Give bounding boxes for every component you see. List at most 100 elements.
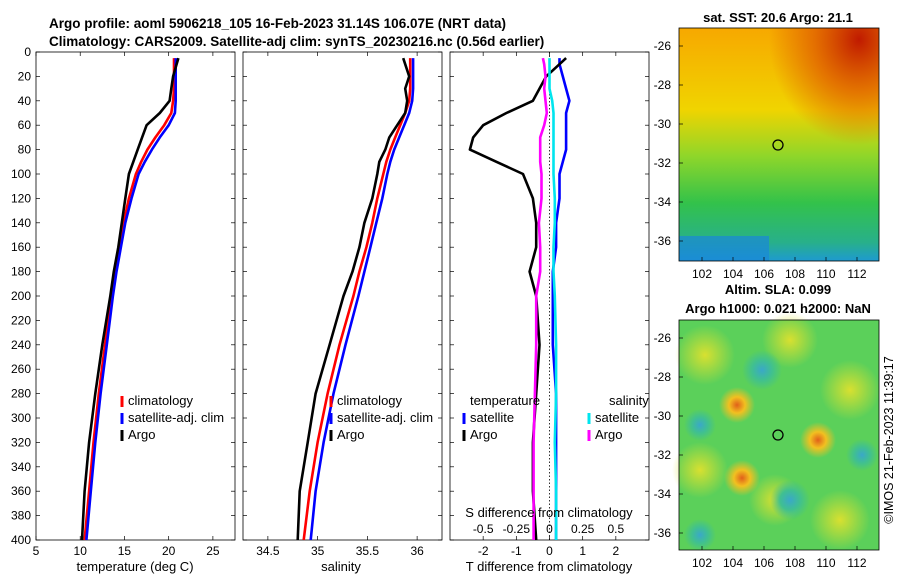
map-x-tick-label: 104 [723, 267, 743, 281]
legend-label-satellite: satellite-adj. clim [337, 410, 433, 425]
map-y-tick-label: -36 [654, 234, 672, 248]
depth-tick-label: 300 [11, 411, 31, 425]
depth-tick-label: 120 [11, 191, 31, 205]
legend-label-satellite: satellite-adj. clim [128, 410, 224, 425]
figure-title-line2: Climatology: CARS2009. Satellite-adj cli… [49, 34, 544, 49]
temperature-panel: 5 10 15 20 25 [33, 51, 236, 558]
depth-tick-label: 260 [11, 362, 31, 376]
depth-tick-label: 320 [11, 435, 31, 449]
imos-credit: ©IMOS 21-Feb-2023 11:39:17 [882, 356, 896, 523]
difference-top-xlabel: S difference from climatology [465, 505, 633, 520]
sla-blob [762, 312, 818, 368]
sla-blob [684, 519, 716, 551]
sla-blob [719, 387, 755, 423]
map-y-tick-label: -30 [654, 409, 672, 423]
depth-tick-label: 180 [11, 265, 31, 279]
difference-legend: temperature satellite Argo salinity sate… [462, 393, 649, 442]
difference-panel: -2 -1 0 1 2-0.5 -0.25 0 0.25 0.5 [449, 51, 650, 558]
sla-map-axes: 102 104 106 108 110 112 -26 -28 -30 -32 -34 -36 [654, 331, 867, 570]
sla-map [672, 312, 880, 551]
legend-label-s-satellite: satellite [595, 410, 639, 425]
map-y-tick-label: -26 [654, 39, 672, 53]
sla-blob [810, 490, 870, 550]
legend-label-s-argo: Argo [595, 427, 622, 442]
x-tick-label: 36 [410, 544, 424, 558]
legend-label-climatology: climatology [337, 393, 403, 408]
legend-title-salinity: salinity [609, 393, 649, 408]
salinity-xlabel: salinity [321, 559, 361, 574]
map-y-tick-label: -34 [654, 195, 672, 209]
depth-tick-label: 160 [11, 240, 31, 254]
top-tick-label: -0.25 [503, 522, 531, 536]
sla-blob [846, 439, 878, 471]
x-tick-label: 1 [579, 544, 586, 558]
depth-tick-label: 280 [11, 387, 31, 401]
legend-label-argo: Argo [128, 427, 155, 442]
map-x-tick-label: 112 [847, 556, 866, 570]
x-tick-label: -2 [478, 544, 489, 558]
sla-blob [800, 422, 836, 458]
sla-blob [675, 325, 735, 385]
x-tick-label: 25 [206, 544, 220, 558]
map-x-tick-label: 102 [692, 267, 712, 281]
sla-blob [684, 409, 716, 441]
map-x-tick-label: 112 [847, 267, 866, 281]
x-tick-label: 15 [118, 544, 132, 558]
map-y-tick-label: -26 [654, 331, 672, 345]
sst-map-title: sat. SST: 20.6 Argo: 21.1 [703, 10, 853, 25]
top-tick-label: -0.5 [473, 522, 494, 536]
series-line-salinity-argo [532, 57, 549, 540]
map-x-tick-label: 106 [754, 556, 774, 570]
map-y-tick-label: -28 [654, 78, 672, 92]
map-x-tick-label: 102 [692, 556, 712, 570]
series-line-argo [80, 57, 180, 541]
map-y-tick-label: -32 [654, 448, 672, 462]
sst-map-axes: 102 104 106 108 110 112 -26 -28 -30 -32 -34 -36 [654, 39, 867, 281]
map-x-tick-label: 110 [816, 556, 835, 570]
sst-map-cool-band [679, 236, 769, 261]
x-tick-label: 35.5 [356, 544, 380, 558]
map-x-tick-label: 106 [754, 267, 774, 281]
series-line-climatology [83, 58, 176, 541]
sla-map-title-line2: Argo h1000: 0.021 h2000: NaN [685, 301, 871, 316]
map-x-tick-label: 108 [785, 556, 805, 570]
legend-label-t-argo: Argo [470, 427, 497, 442]
sst-map-warm-region [679, 28, 879, 261]
sla-blob [672, 442, 728, 498]
top-tick-label: 0.5 [607, 522, 624, 536]
sst-map-frame [678, 27, 880, 262]
depth-tick-label: 20 [18, 69, 32, 83]
map-x-tick-label: 110 [816, 267, 835, 281]
legend-label-argo: Argo [337, 427, 364, 442]
x-tick-label: 35 [311, 544, 325, 558]
series-line-satellite-adj-clim [85, 58, 177, 541]
legend-title-temperature: temperature [470, 393, 540, 408]
salinity-legend: climatology satellite-adj. clim Argo [329, 393, 433, 442]
x-tick-label: 5 [33, 544, 40, 558]
depth-tick-label: 100 [11, 167, 31, 181]
depth-tick-label: 60 [18, 118, 32, 132]
plot-frame [449, 51, 650, 541]
map-x-tick-label: 108 [785, 267, 805, 281]
series-line-temperature-argo [468, 57, 567, 541]
sla-blob [742, 350, 782, 390]
map-y-tick-label: -32 [654, 156, 672, 170]
series-line-argo [296, 57, 411, 541]
argo-location-marker [772, 139, 784, 151]
depth-tick-label: 340 [11, 460, 31, 474]
depth-tick-label: 380 [11, 509, 31, 523]
top-tick-label: 0.25 [571, 522, 595, 536]
series-line-salinity-satellite [548, 58, 558, 540]
depth-tick-label: 360 [11, 484, 31, 498]
x-tick-label: -1 [511, 544, 522, 558]
temperature-xlabel: temperature (deg C) [76, 559, 193, 574]
legend-label-climatology: climatology [128, 393, 194, 408]
depth-tick-label: 240 [11, 338, 31, 352]
x-tick-label: 2 [612, 544, 619, 558]
x-tick-label: 10 [74, 544, 88, 558]
sla-blob [724, 460, 760, 496]
map-y-tick-label: -28 [654, 370, 672, 384]
temperature-legend: climatology satellite-adj. clim Argo [120, 393, 224, 442]
sla-map-title-line1: Altim. SLA: 0.099 [725, 282, 831, 297]
depth-axis-labels: 0 20 40 60 80 100 120 140 160 180 200 220 240 260 280 3… [11, 45, 31, 547]
